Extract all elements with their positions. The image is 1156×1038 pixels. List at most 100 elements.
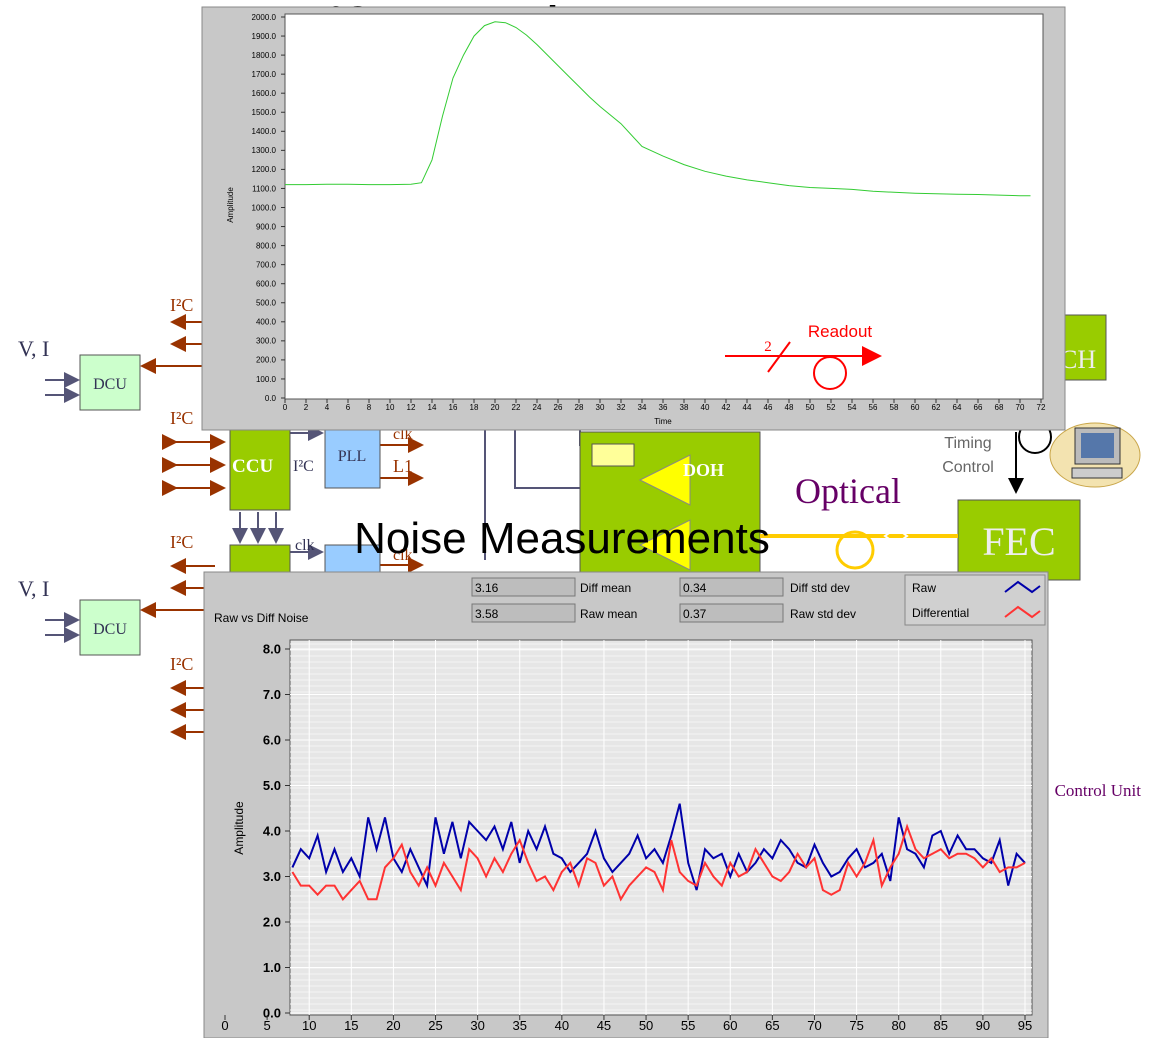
x-tick-label: 12 [407,403,416,412]
x-tick-label: 20 [491,403,500,412]
y-tick-label: 5.0 [263,778,281,793]
x-tick-label: 80 [891,1018,905,1033]
y-tick-label: 7.0 [263,687,281,702]
x-tick-label: 10 [386,403,395,412]
x-tick-label: 60 [911,403,920,412]
indicator-value: 3.58 [475,607,499,621]
x-tick-label: 18 [470,403,479,412]
x-tick-label: 75 [849,1018,863,1033]
x-tick-label: 54 [848,403,857,412]
x-tick-label: 72 [1037,403,1046,412]
x-tick-label: 85 [934,1018,948,1033]
y-tick-label: 1800.0 [252,51,277,60]
y-tick-label: 1000.0 [252,203,277,212]
optical-label: Optical [795,471,901,511]
x-tick-label: 30 [470,1018,484,1033]
x-tick-label: 35 [513,1018,527,1033]
y-axis-label: Amplitude [232,801,246,855]
vi-label: V, I [18,336,49,361]
y-tick-label: 600.0 [256,280,277,289]
y-tick-label: 8.0 [263,642,281,657]
x-tick-label: 95 [1018,1018,1032,1033]
y-tick-label: 1400.0 [252,127,277,136]
x-tick-label: 44 [743,403,752,412]
x-tick-label: 50 [639,1018,653,1033]
legend-label: Differential [912,606,969,620]
y-tick-label: 1500.0 [252,108,277,117]
readout-width: 2 [764,339,772,355]
x-tick-label: 26 [554,403,563,412]
x-tick-label: 4 [325,403,330,412]
dcu-label: DCU [93,621,127,638]
y-tick-label: 800.0 [256,241,277,250]
y-tick-label: 1700.0 [252,70,277,79]
x-tick-label: 52 [827,403,836,412]
plot-area [290,640,1032,1015]
x-tick-label: 28 [575,403,584,412]
x-tick-label: 30 [596,403,605,412]
x-tick-label: 24 [533,403,542,412]
x-tick-label: 48 [785,403,794,412]
y-tick-label: 1300.0 [252,146,277,155]
y-tick-label: 2.0 [263,915,281,930]
indicator-value: 0.34 [683,581,707,595]
indicator-label: Diff std dev [790,581,850,595]
pll-label: PLL [338,448,366,465]
fec-label: FEC [982,519,1055,564]
x-tick-label: 32 [617,403,626,412]
slide: I²C Transactions [0,0,1156,1038]
x-tick-label: 36 [659,403,668,412]
x-tick-label: 40 [555,1018,569,1033]
x-tick-label: 68 [995,403,1004,412]
x-tick-label: 56 [869,403,878,412]
x-tick-label: 70 [807,1018,821,1033]
y-tick-label: 900.0 [256,222,277,231]
plot-area [285,14,1043,399]
x-tick-label: 2 [304,403,309,412]
x-tick-label: 62 [932,403,941,412]
x-tick-label: 0 [283,403,288,412]
x-tick-label: 64 [953,403,962,412]
y-tick-label: 0.0 [265,394,277,403]
i2c-label: I²C [170,408,193,428]
chart-title: Raw vs Diff Noise [214,611,309,625]
dcu-label: DCU [93,376,127,393]
x-tick-label: 50 [806,403,815,412]
y-tick-label: 300.0 [256,337,277,346]
x-tick-label: 40 [701,403,710,412]
timing-label: Control [942,459,994,476]
vi-label: V, I [18,576,49,601]
x-tick-label: 34 [638,403,647,412]
y-tick-label: 2000.0 [252,13,277,22]
x-tick-label: 60 [723,1018,737,1033]
y-tick-label: 100.0 [256,375,277,384]
y-tick-label: 1.0 [263,960,281,975]
x-tick-label: 15 [344,1018,358,1033]
y-tick-label: 1900.0 [252,32,277,41]
y-tick-label: 1600.0 [252,89,277,98]
l1-label: L1 [393,456,413,476]
indicator-value: 3.16 [475,581,499,595]
timing-label: Timing [944,435,991,452]
x-tick-label: 0 [221,1018,228,1033]
legend-label: Raw [912,581,936,595]
doh-label: DOH [683,460,724,480]
y-tick-label: 4.0 [263,824,281,839]
indicator-value: 0.37 [683,607,707,621]
y-axis-label: Amplitude [226,187,235,223]
y-tick-label: 6.0 [263,733,281,748]
control-unit-label: Control Unit [1055,781,1142,800]
x-axis-label: Time [654,417,672,426]
pulse-chart: Time Amplitude 0.0100.0200.0300.0400.050… [202,7,1065,430]
indicator-label: Diff mean [580,581,631,595]
x-tick-label: 5 [263,1018,270,1033]
x-tick-label: 25 [428,1018,442,1033]
x-tick-label: 20 [386,1018,400,1033]
x-tick-label: 22 [512,403,521,412]
y-tick-label: 200.0 [256,356,277,365]
noise-chart: Raw vs Diff Noise Amplitude 3.16 Diff mea… [204,572,1048,1038]
i2c-label: I²C [170,532,193,552]
ccu-label: CCU [232,456,273,477]
x-tick-label: 70 [1016,403,1025,412]
x-tick-label: 46 [764,403,773,412]
